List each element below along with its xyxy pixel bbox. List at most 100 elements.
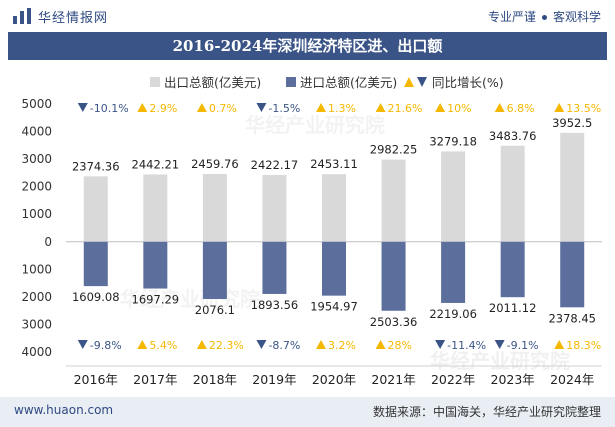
logo-icon (13, 8, 31, 24)
legend-down-triangle-icon (417, 77, 427, 87)
tagline-right: 客观科学 (552, 10, 601, 24)
export-value-label: 3483.76 (489, 129, 537, 143)
x-category-label: 2023年 (491, 372, 535, 387)
export-growth-label: -1.5% (268, 102, 300, 115)
export-growth-label: 1.3% (328, 102, 356, 115)
export-value-label: 2422.17 (251, 158, 299, 172)
y-tick-label: 4000 (21, 345, 52, 359)
export-growth-label: 0.7% (209, 102, 237, 115)
y-tick-label: 2000 (21, 180, 52, 194)
export-value-label: 3952.5 (552, 116, 592, 130)
import-value-label: 1893.56 (251, 298, 299, 312)
up-triangle-icon (316, 340, 326, 349)
import-value-label: 1697.29 (132, 293, 180, 307)
import-value-label: 2011.12 (489, 301, 537, 315)
down-triangle-icon (256, 103, 267, 112)
footer-source: 数据来源：中国海关，华经产业研究院整理 (372, 405, 601, 419)
up-triangle-icon (316, 103, 326, 112)
import-bar (441, 241, 466, 303)
up-triangle-icon (196, 103, 207, 112)
down-triangle-icon (77, 103, 88, 112)
import-growth-label: 28% (388, 339, 412, 352)
y-tick-label: 4000 (21, 125, 52, 139)
import-growth-label: -11.4% (447, 339, 486, 352)
up-triangle-icon (435, 103, 446, 112)
export-bar (441, 151, 466, 242)
chart: 出口总额(亿美元) 进口总额(亿美元) 同比增长(%)华经产业研究院华经产业研究院华… (21, 75, 602, 387)
x-category-label: 2017年 (133, 372, 177, 387)
down-triangle-icon (256, 340, 267, 349)
legend-growth-label: 同比增长(%) (432, 75, 504, 90)
export-growth-label: 6.8% (507, 102, 535, 115)
watermark-text: 华经产业研究院 (430, 349, 570, 373)
legend-up-triangle-icon (404, 77, 414, 87)
tagline: 专业严谨 客观科学 (488, 8, 601, 25)
import-value-label: 2378.45 (548, 311, 596, 325)
import-value-label: 2503.36 (370, 315, 418, 329)
x-category-label: 2020年 (312, 372, 356, 387)
y-tick-label: 1000 (21, 207, 52, 221)
export-growth-label: 21.6% (388, 102, 423, 115)
footer: www.huaon.com 数据来源：中国海关，华经产业研究院整理 (0, 397, 615, 427)
import-growth-label: 3.2% (328, 339, 356, 352)
import-growth-label: -8.7% (268, 339, 300, 352)
export-value-label: 2459.76 (191, 157, 239, 171)
import-value-label: 2219.06 (429, 307, 477, 321)
y-tick-label: 3000 (21, 317, 52, 331)
export-growth-label: 13.5% (566, 102, 601, 115)
import-bar (500, 241, 525, 298)
import-value-label: 2076.1 (195, 303, 235, 317)
x-category-label: 2024年 (550, 372, 594, 387)
export-bar (322, 174, 346, 242)
import-value-label: 1954.97 (310, 300, 358, 314)
tagline-left: 专业严谨 (487, 10, 536, 24)
legend-import-swatch (286, 77, 296, 87)
import-growth-label: 22.3% (209, 339, 244, 352)
import-bar (202, 241, 227, 299)
export-bar (262, 175, 287, 242)
export-value-label: 3279.18 (429, 134, 477, 148)
import-bar (560, 241, 585, 308)
up-triangle-icon (554, 340, 565, 349)
footer-url: www.huaon.com (14, 403, 114, 417)
import-bar (143, 241, 168, 289)
x-category-label: 2021年 (371, 372, 415, 387)
x-category-label: 2019年 (252, 372, 296, 387)
export-bar (560, 132, 585, 242)
down-triangle-icon (494, 340, 505, 349)
x-category-label: 2016年 (74, 372, 118, 387)
import-growth-label: 5.4% (149, 339, 177, 352)
dot-separator-icon (541, 15, 547, 20)
export-bar (381, 159, 406, 242)
up-triangle-icon (554, 103, 565, 112)
legend-import-label: 进口总额(亿美元) (300, 75, 397, 90)
brand-name: 华经情报网 (38, 11, 109, 26)
down-triangle-icon (435, 340, 446, 349)
export-value-label: 2374.36 (72, 159, 120, 173)
export-value-label: 2442.21 (132, 157, 180, 171)
legend-export-label: 出口总额(亿美元) (164, 75, 261, 90)
y-tick-label: 0 (44, 235, 52, 249)
legend-export-swatch (150, 77, 160, 87)
export-bar (202, 173, 227, 242)
y-tick-label: 3000 (21, 152, 52, 166)
export-bar (500, 145, 525, 242)
watermark-text: 华经产业研究院 (120, 287, 260, 311)
import-growth-label: -9.1% (507, 339, 539, 352)
export-bar (83, 176, 108, 242)
watermark-text: 华经产业研究院 (245, 113, 385, 137)
chart-title: 2016-2024年深圳经济特区进、出口额 (8, 32, 607, 60)
top-bar: 华经情报网 专业严谨 客观科学 (0, 0, 615, 32)
import-bar (262, 241, 287, 294)
up-triangle-icon (494, 103, 505, 112)
up-triangle-icon (375, 340, 386, 349)
import-bar (381, 241, 406, 311)
x-category-label: 2022年 (431, 372, 475, 387)
down-triangle-icon (77, 340, 88, 349)
export-bar (143, 174, 168, 242)
import-growth-label: -9.8% (90, 339, 122, 352)
export-value-label: 2982.25 (370, 143, 418, 157)
import-growth-label: 18.3% (566, 339, 601, 352)
up-triangle-icon (196, 340, 207, 349)
up-triangle-icon (137, 103, 148, 112)
